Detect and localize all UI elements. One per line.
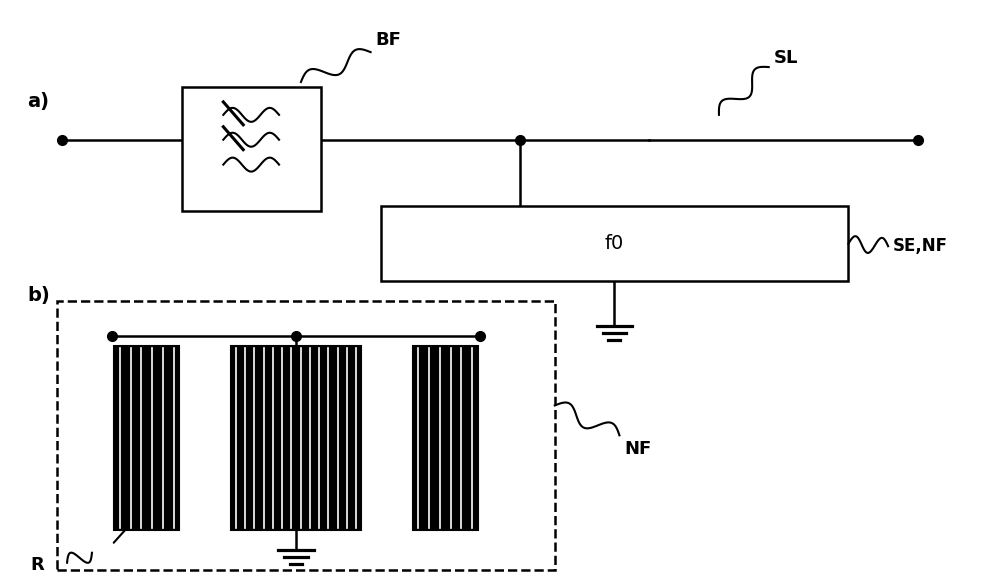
Text: BF: BF [376, 31, 401, 49]
Bar [413, 346, 478, 530]
Text: f0: f0 [605, 234, 624, 253]
Text: a): a) [27, 92, 49, 111]
Text: NF: NF [624, 440, 652, 458]
Text: SE,NF: SE,NF [893, 237, 948, 255]
Text: R: R [30, 556, 44, 574]
Bar [57, 301, 555, 570]
Text: SL: SL [774, 49, 798, 67]
Text: b): b) [27, 286, 50, 305]
Bar [114, 346, 179, 530]
Bar [182, 87, 321, 212]
Bar [231, 346, 361, 530]
Bar [381, 206, 848, 281]
